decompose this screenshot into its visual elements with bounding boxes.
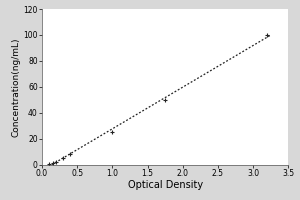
Y-axis label: Concentration(ng/mL): Concentration(ng/mL) bbox=[12, 37, 21, 137]
X-axis label: Optical Density: Optical Density bbox=[128, 180, 203, 190]
